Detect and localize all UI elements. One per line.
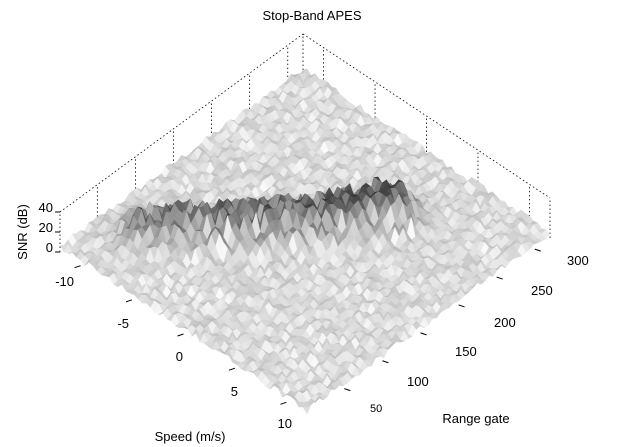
y-tick-label-250: 250: [531, 283, 553, 298]
x-tick-label-10: 10: [278, 416, 292, 431]
x-tick-mark: [228, 367, 236, 371]
y-tick-label-50: 50: [370, 403, 382, 415]
z-tick-label-0: 0: [46, 240, 53, 255]
x-axis-label: Speed (m/s): [155, 429, 226, 444]
z-tick-label-40: 40: [39, 200, 53, 215]
chart-title: Stop-Band APES: [262, 8, 361, 23]
surface-plot: [59, 68, 551, 415]
tick-marks: [55, 211, 541, 405]
x-tick-label--5: -5: [117, 316, 129, 331]
y-axis-label: Range gate: [442, 411, 509, 426]
y-tick-mark: [496, 276, 503, 280]
axis-box: [59, 33, 551, 252]
x-tick-mark: [125, 299, 133, 303]
y-tick-label-200: 200: [494, 315, 516, 330]
y-tick-mark: [458, 304, 465, 308]
x-tick-label--10: -10: [55, 274, 74, 289]
y-tick-mark: [420, 332, 427, 336]
x-tick-label-0: 0: [176, 349, 183, 364]
y-tick-label-300: 300: [567, 253, 589, 268]
y-tick-mark: [534, 248, 541, 252]
box-edge: [302, 33, 551, 199]
x-tick-label-5: 5: [231, 384, 238, 399]
z-axis-label: SNR (dB): [15, 204, 30, 260]
y-tick-label-100: 100: [407, 374, 429, 389]
y-tick-mark: [344, 388, 351, 392]
z-tick-label-20: 20: [39, 220, 53, 235]
x-tick-mark: [280, 401, 287, 405]
y-tick-label-150: 150: [455, 344, 477, 359]
x-tick-mark: [74, 265, 81, 269]
y-tick-mark: [382, 360, 389, 364]
surface-patch: [302, 404, 312, 415]
x-tick-mark: [177, 333, 184, 337]
